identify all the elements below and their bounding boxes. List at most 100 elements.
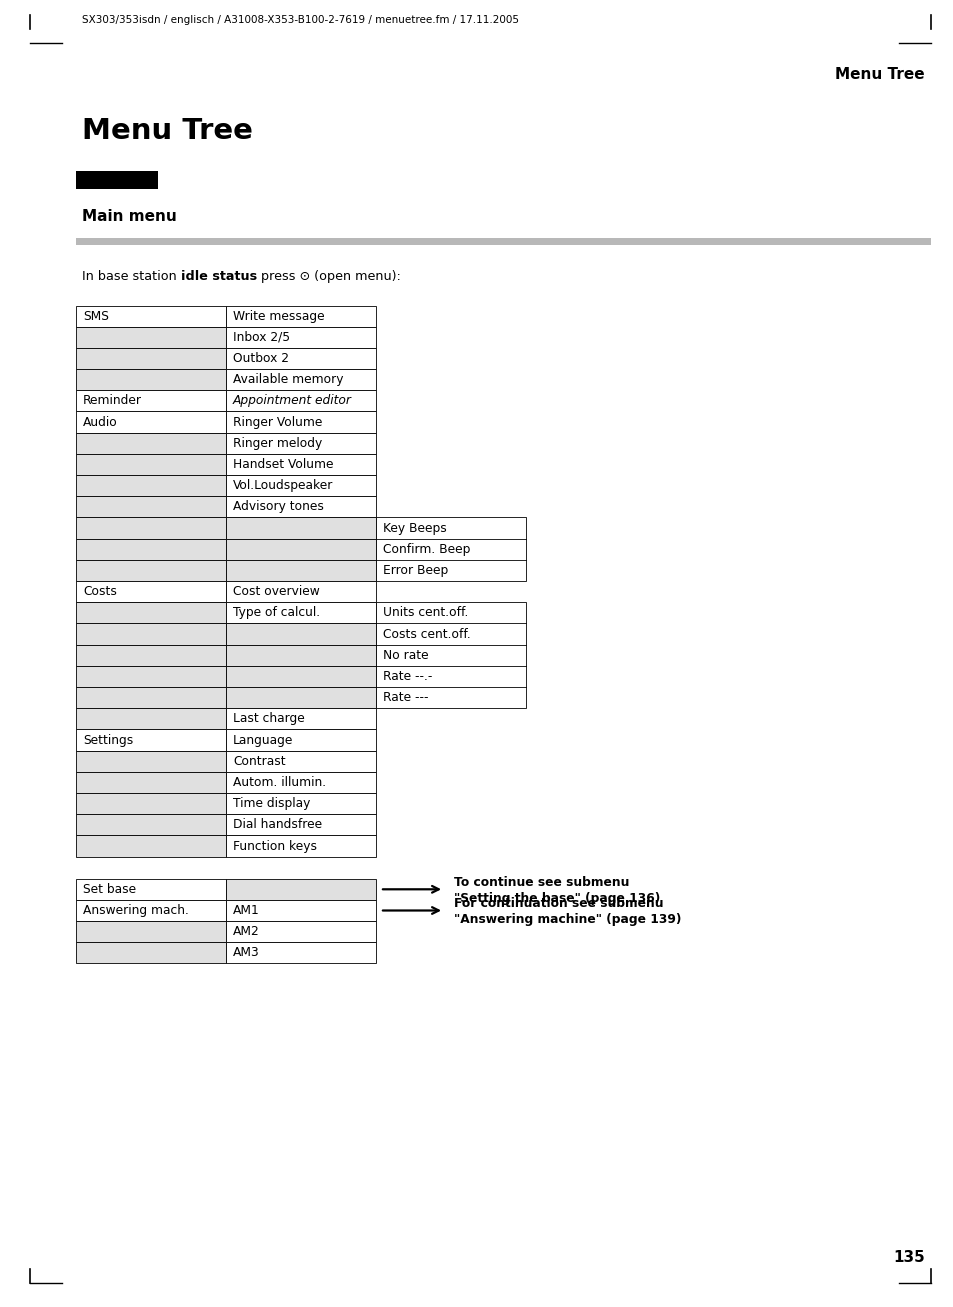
Bar	[226, 942, 375, 963]
Bar	[76, 306, 226, 327]
Text: press ⊙ (open menu):: press ⊙ (open menu):	[256, 269, 400, 282]
Bar	[76, 942, 226, 963]
Text: Audio: Audio	[83, 416, 117, 429]
Bar	[76, 644, 226, 665]
Text: Cost overview: Cost overview	[233, 586, 319, 599]
Bar	[76, 171, 158, 190]
Bar	[76, 412, 226, 433]
Text: Menu Tree: Menu Tree	[835, 67, 924, 82]
Bar	[226, 518, 375, 538]
Text: Inbox 2/5: Inbox 2/5	[233, 331, 290, 344]
Text: Available memory: Available memory	[233, 374, 343, 386]
Bar	[76, 327, 226, 348]
Text: Menu Tree: Menu Tree	[82, 118, 253, 145]
Bar	[226, 835, 375, 856]
Bar	[76, 603, 226, 623]
Bar	[226, 623, 375, 644]
Text: Rate ---: Rate ---	[382, 691, 428, 704]
Text: For continuation see submenu: For continuation see submenu	[454, 897, 662, 910]
Text: AM2: AM2	[233, 925, 259, 938]
Bar	[76, 708, 226, 729]
Bar	[226, 369, 375, 391]
Bar	[226, 729, 375, 750]
Bar	[226, 454, 375, 476]
Bar	[76, 878, 226, 901]
Bar	[226, 921, 375, 942]
Bar	[226, 878, 375, 901]
Bar	[226, 603, 375, 623]
Bar	[76, 793, 226, 814]
Bar	[226, 814, 375, 835]
Text: Main menu: Main menu	[82, 209, 176, 223]
Text: Costs: Costs	[83, 586, 117, 599]
Text: No rate: No rate	[382, 648, 428, 661]
Text: To continue see submenu: To continue see submenu	[454, 876, 629, 889]
Bar	[76, 538, 226, 559]
Text: Settings: Settings	[83, 733, 133, 746]
Bar	[76, 391, 226, 412]
Text: idle status: idle status	[180, 269, 256, 282]
Text: AM3: AM3	[233, 946, 259, 959]
Bar	[76, 750, 226, 772]
Bar	[76, 369, 226, 391]
Bar	[76, 835, 226, 856]
Text: Answering mach.: Answering mach.	[83, 904, 189, 918]
Text: Reminder: Reminder	[83, 395, 142, 408]
Text: Set base: Set base	[83, 882, 136, 895]
Text: Appointment editor: Appointment editor	[233, 395, 352, 408]
Text: Advisory tones: Advisory tones	[233, 501, 323, 514]
Bar	[76, 433, 226, 454]
Bar	[226, 901, 375, 921]
Text: Dial handsfree: Dial handsfree	[233, 818, 322, 831]
Text: Handset Volume: Handset Volume	[233, 457, 334, 471]
Bar	[226, 412, 375, 433]
Text: Autom. illumin.: Autom. illumin.	[233, 776, 326, 789]
Bar	[76, 772, 226, 793]
Text: Error Beep: Error Beep	[382, 565, 448, 576]
Text: Time display: Time display	[233, 797, 310, 810]
Bar	[76, 518, 226, 538]
Bar	[226, 559, 375, 582]
Bar	[226, 327, 375, 348]
Bar	[226, 772, 375, 793]
Bar	[76, 476, 226, 497]
Bar	[76, 238, 930, 244]
Text: Rate --.-: Rate --.-	[382, 670, 432, 684]
Bar	[76, 559, 226, 582]
Text: "Setting the base" (page 136): "Setting the base" (page 136)	[454, 891, 659, 904]
Text: Confirm. Beep: Confirm. Beep	[382, 542, 470, 555]
Bar	[375, 518, 525, 582]
Text: Language: Language	[233, 733, 294, 746]
Bar	[226, 644, 375, 665]
Bar	[76, 665, 226, 687]
Bar	[226, 391, 375, 412]
Bar	[226, 348, 375, 369]
Bar	[226, 306, 375, 327]
Text: "Answering machine" (page 139): "Answering machine" (page 139)	[454, 914, 680, 925]
Bar	[76, 921, 226, 942]
Text: Vol.Loudspeaker: Vol.Loudspeaker	[233, 480, 333, 493]
Bar	[226, 582, 375, 603]
Text: Ringer Volume: Ringer Volume	[233, 416, 322, 429]
Bar	[226, 538, 375, 559]
Text: AM1: AM1	[233, 904, 259, 918]
Text: In base station: In base station	[82, 269, 180, 282]
Bar	[76, 497, 226, 518]
Bar	[76, 623, 226, 644]
Bar	[226, 687, 375, 708]
Bar	[226, 750, 375, 772]
Text: Write message: Write message	[233, 310, 324, 323]
Bar	[226, 793, 375, 814]
Text: Function keys: Function keys	[233, 839, 316, 852]
Text: 135: 135	[892, 1249, 924, 1265]
Bar	[76, 901, 226, 921]
Text: Key Beeps: Key Beeps	[382, 521, 446, 535]
Text: Ringer melody: Ringer melody	[233, 437, 322, 450]
Text: SX303/353isdn / englisch / A31008-X353-B100-2-7619 / menuetree.fm / 17.11.2005: SX303/353isdn / englisch / A31008-X353-B…	[82, 14, 518, 25]
Bar	[76, 454, 226, 476]
Bar	[226, 708, 375, 729]
Text: Last charge: Last charge	[233, 712, 304, 725]
Bar	[76, 687, 226, 708]
Bar	[375, 603, 525, 708]
Bar	[226, 665, 375, 687]
